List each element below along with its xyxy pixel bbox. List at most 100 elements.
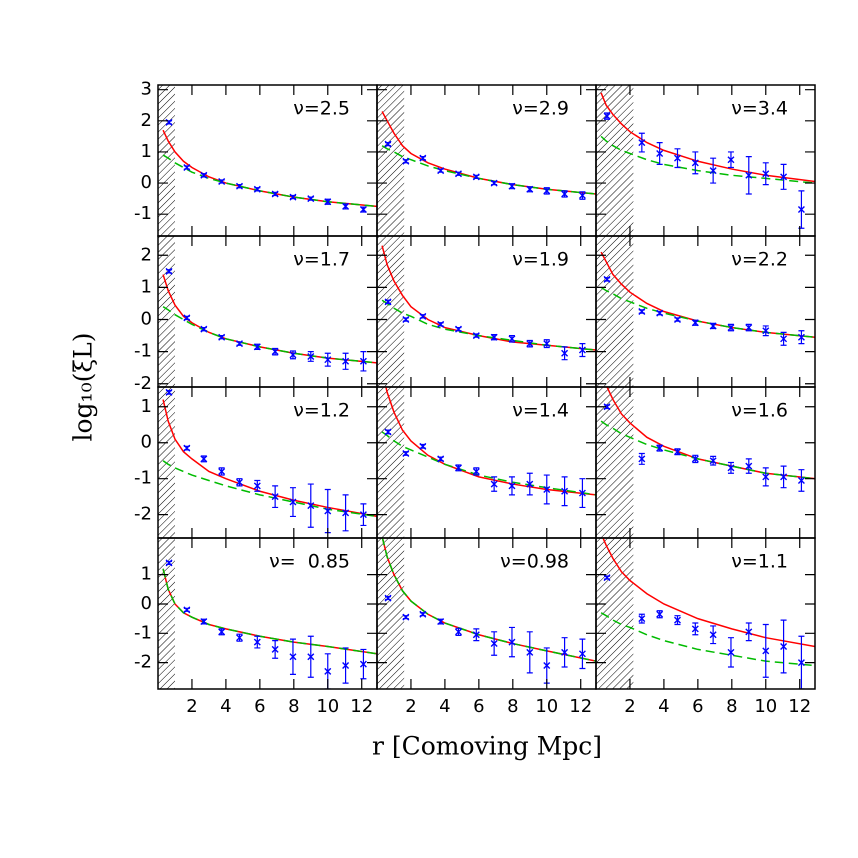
point <box>780 642 788 650</box>
point <box>727 324 735 332</box>
model-curve <box>381 538 596 662</box>
point <box>762 647 770 655</box>
panel-title: ν=1.9 <box>512 249 569 271</box>
point <box>638 615 646 623</box>
point <box>218 333 226 341</box>
point <box>691 319 699 327</box>
point <box>437 618 445 626</box>
panel-title: ν=2.2 <box>731 249 788 271</box>
point <box>289 351 297 359</box>
point <box>342 202 350 210</box>
point <box>490 480 498 488</box>
y-tick-label: -1 <box>134 622 152 643</box>
point <box>603 112 611 120</box>
panel-title: ν= 0.85 <box>269 551 350 573</box>
point <box>797 206 805 214</box>
x-tick-label: 8 <box>726 696 737 717</box>
point <box>745 462 753 470</box>
point <box>235 634 243 642</box>
point <box>342 509 350 517</box>
point <box>561 487 569 495</box>
point <box>745 628 753 636</box>
point <box>762 327 770 335</box>
point <box>526 648 534 656</box>
point <box>762 170 770 178</box>
point <box>603 574 611 582</box>
point <box>342 662 350 670</box>
panel-title: ν=1.6 <box>731 400 788 422</box>
model-curve <box>600 251 815 338</box>
point <box>454 170 462 178</box>
point <box>561 190 569 198</box>
point <box>419 442 427 450</box>
excluded-region <box>158 236 175 387</box>
model-curve <box>381 245 596 351</box>
point <box>454 464 462 472</box>
point <box>603 275 611 283</box>
y-tick-label: 2 <box>141 244 152 265</box>
model-curve <box>606 387 815 480</box>
point <box>543 340 551 348</box>
excluded-region <box>596 236 634 387</box>
x-tick-label: 2 <box>405 696 416 717</box>
x-tick-label: 6 <box>473 696 484 717</box>
point <box>727 156 735 164</box>
y-tick-label: -2 <box>134 373 152 394</box>
y-tick-label: -2 <box>134 652 152 673</box>
point <box>235 478 243 486</box>
panel <box>158 538 377 689</box>
panel <box>158 85 377 236</box>
panel-title: ν=1.2 <box>293 400 350 422</box>
point <box>253 185 261 193</box>
point <box>543 662 551 670</box>
y-tick-label: 1 <box>141 564 152 585</box>
point <box>673 154 681 162</box>
y-tick-label: 3 <box>141 79 152 100</box>
point <box>638 139 646 147</box>
point <box>271 190 279 198</box>
point <box>419 312 427 320</box>
point <box>508 482 516 490</box>
point <box>183 314 191 322</box>
point <box>324 507 332 515</box>
panel-frame <box>595 537 816 690</box>
x-tick-label: 12 <box>569 696 592 717</box>
point <box>526 340 534 348</box>
point <box>307 195 315 203</box>
y-tick-label: 1 <box>141 396 152 417</box>
y-tick-label: 0 <box>141 172 152 193</box>
point <box>359 511 367 519</box>
point <box>200 618 208 626</box>
panel <box>377 236 596 387</box>
point <box>384 594 392 602</box>
point <box>578 192 586 200</box>
point <box>797 476 805 484</box>
point <box>359 660 367 668</box>
model-curve <box>381 431 596 496</box>
point <box>472 173 480 181</box>
point <box>673 616 681 624</box>
panel <box>596 538 815 689</box>
y-axis-label: log₁₀(ξL) <box>69 333 98 442</box>
panel-title: ν=0.98 <box>500 551 569 573</box>
x-tick-label: 2 <box>624 696 635 717</box>
panel <box>377 85 596 236</box>
model-curve <box>162 306 377 364</box>
model-curve <box>600 92 815 183</box>
point <box>508 182 516 190</box>
model-curve <box>162 399 377 518</box>
point <box>419 610 427 618</box>
panel <box>158 387 377 538</box>
point <box>359 206 367 214</box>
point <box>656 444 664 452</box>
y-tick-label: 0 <box>141 593 152 614</box>
point <box>271 645 279 653</box>
point <box>384 428 392 436</box>
x-axis-label: r [Comoving Mpc] <box>372 732 602 761</box>
y-tick-label: 0 <box>141 309 152 330</box>
excluded-region <box>158 85 175 236</box>
point <box>561 349 569 357</box>
model-curve <box>385 387 596 496</box>
point <box>490 179 498 187</box>
